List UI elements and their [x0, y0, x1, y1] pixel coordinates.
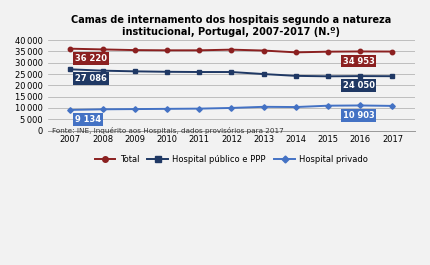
Title: Camas de internamento dos hospitais segundo a natureza
institucional, Portugal, : Camas de internamento dos hospitais segu…	[71, 15, 392, 37]
Text: 10 903: 10 903	[343, 111, 374, 120]
Text: 24 050: 24 050	[343, 81, 375, 90]
Legend: Total, Hospital público e PPP, Hospital privado: Total, Hospital público e PPP, Hospital …	[91, 151, 372, 167]
Text: Fonte: INE, Inquérito aos Hospitais, dados provisórios para 2017: Fonte: INE, Inquérito aos Hospitais, dad…	[52, 127, 283, 134]
Text: 27 086: 27 086	[75, 74, 107, 83]
Text: 9 134: 9 134	[75, 115, 101, 124]
Text: 34 953: 34 953	[343, 56, 375, 65]
Text: 36 220: 36 220	[75, 54, 107, 63]
